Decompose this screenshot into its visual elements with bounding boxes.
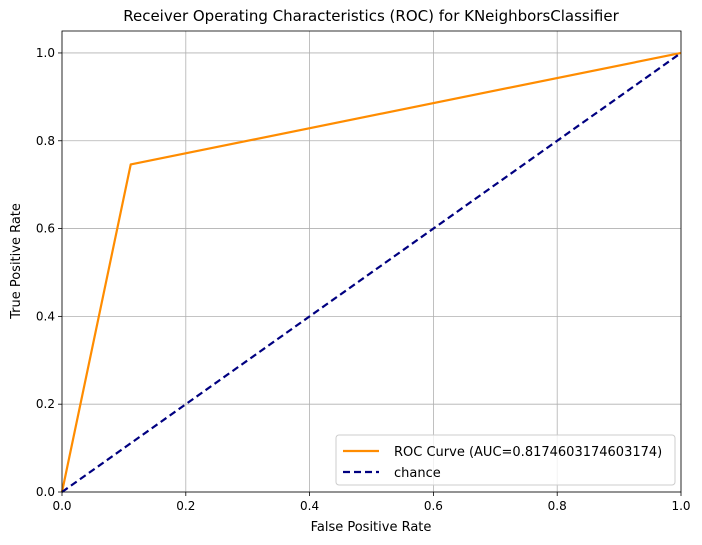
y-axis-label: True Positive Rate (9, 203, 24, 320)
y-tick-label: 0.0 (36, 485, 55, 499)
legend-label-roc-curve: ROC Curve (AUC=0.8174603174603174) (394, 445, 662, 460)
x-tick-label: 0.2 (176, 499, 195, 513)
legend-box (335, 434, 676, 486)
y-tick-label: 0.6 (36, 222, 55, 236)
x-tick-label: 0.6 (424, 499, 443, 513)
plot-frame (61, 30, 682, 493)
y-tick-label: 0.4 (36, 309, 55, 323)
y-tick-label: 1.0 (36, 46, 55, 60)
legend: ROC Curve (AUC=0.8174603174603174) chanc… (335, 434, 676, 486)
legend-label-chance: chance (394, 466, 441, 481)
ticks: 0.0 0.2 0.4 0.6 0.8 1.0 0.0 0.2 0.4 0.6 0.8 1.0 (36, 46, 691, 513)
x-tick-label: 0.4 (300, 499, 319, 513)
chance-line (61, 52, 682, 493)
y-tick-label: 0.8 (36, 134, 55, 148)
series-layer (60, 51, 682, 493)
roc-curve-line (60, 51, 682, 493)
y-tick-label: 0.2 (36, 397, 55, 411)
x-tick-label: 0.0 (52, 499, 71, 513)
x-tick-label: 1.0 (671, 499, 690, 513)
x-axis-label: False Positive Rate (311, 520, 432, 535)
chart-title: Receiver Operating Characteristics (ROC)… (123, 7, 619, 25)
x-tick-label: 0.8 (548, 499, 567, 513)
grid (61, 31, 682, 493)
